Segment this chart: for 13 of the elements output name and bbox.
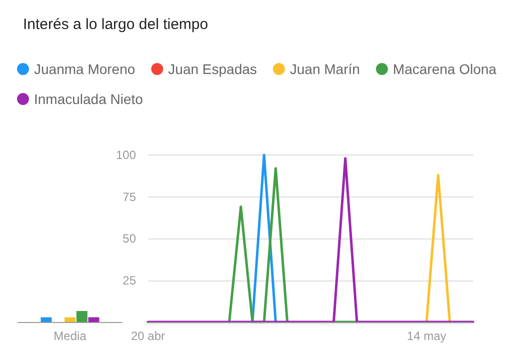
x-tick-label: Media [54, 329, 87, 343]
legend-label: Juan Marín [290, 61, 360, 77]
y-tick-label: 75 [122, 190, 136, 204]
chart-title: Interés a lo largo del tiempo [23, 16, 208, 33]
x-tick-label: 14 may [406, 329, 446, 343]
x-tick-label: 20 abr [130, 329, 166, 343]
y-tick-label: 25 [122, 273, 136, 288]
legend-label: Juanma Moreno [34, 61, 136, 77]
y-tick-label: 100 [116, 148, 136, 162]
legend-label: Macarena Olona [392, 61, 497, 77]
y-tick-label: 50 [122, 232, 136, 246]
legend-label: Juan Espadas [168, 61, 257, 77]
legend-label: Inmaculada Nieto [34, 91, 144, 107]
